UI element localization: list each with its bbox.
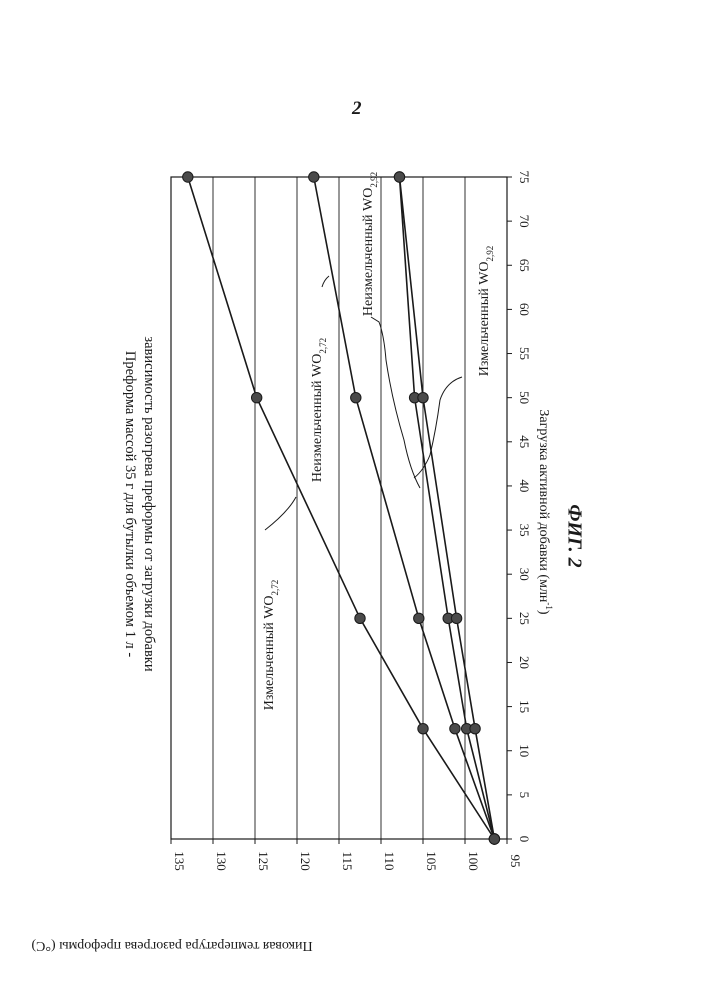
x-tick-label: 55 [517,347,532,360]
data-point [451,613,461,623]
x-tick-label: 5 [517,792,532,799]
series-label-milled-wo272: Измельченный WO2,72 [262,580,280,711]
y-tick-label: 105 [424,851,439,871]
x-tick-label: 30 [517,568,532,581]
data-point [489,834,499,844]
data-point [394,172,404,182]
chart-title-line2: зависимость разогрева преформы от загруз… [141,336,157,671]
data-point [450,723,460,733]
x-axis-title: Загрузка активной добавки (млн-1) [536,409,554,615]
data-point [309,172,319,182]
y-axis-title: Пиковая температура разогрева преформы (… [31,938,313,953]
series-line-0 [188,177,495,839]
y-tick-label: 100 [466,851,481,871]
x-tick-label: 40 [517,479,532,492]
x-tick-label: 65 [517,259,532,272]
series-label-unmilled-wo272: Неизмельченный WO2,72 [310,338,328,482]
data-point [251,392,261,402]
x-tick-label: 35 [517,524,532,537]
x-tick-label: 45 [517,435,532,448]
chart-title-line1: Преформа массой 35 г для бутылки объемом… [122,351,138,657]
data-point [470,723,480,733]
series-line-1 [314,177,495,839]
y-tick-label: 110 [382,851,397,870]
grid-lines [213,177,465,839]
x-axis-ticks: 0 5 10 15 20 25 30 35 40 45 50 55 60 65 70 75 [507,171,532,843]
data-point [183,172,193,182]
data-point [414,613,424,623]
x-tick-label: 75 [517,171,532,184]
y-tick-label: 135 [172,851,187,871]
series-lines [188,177,495,839]
x-tick-label: 20 [517,656,532,669]
data-point [418,392,428,402]
series-label-milled-wo292: Измельченный WO2,92 [477,246,495,377]
series-points [183,172,500,844]
data-point [351,392,361,402]
x-tick-label: 25 [517,612,532,625]
x-tick-label: 50 [517,391,532,404]
x-tick-label: 60 [517,303,532,316]
y-tick-label: 95 [508,855,523,868]
x-tick-label: 15 [517,700,532,713]
x-tick-label: 70 [517,215,532,228]
y-axis-ticks: 95 100 105 110 115 120 125 130 135 [171,839,523,871]
x-tick-label: 0 [517,836,532,843]
y-tick-label: 130 [214,851,229,871]
figure-label-text: ФИГ. 2 [563,504,586,567]
series-label-unmilled-wo292: Неизмельченный WO2,92 [361,172,379,316]
y-tick-label: 115 [340,851,355,870]
y-tick-label: 120 [298,851,313,871]
x-tick-label: 10 [517,744,532,757]
y-tick-label: 125 [256,851,271,871]
data-point [418,723,428,733]
data-point [355,613,365,623]
